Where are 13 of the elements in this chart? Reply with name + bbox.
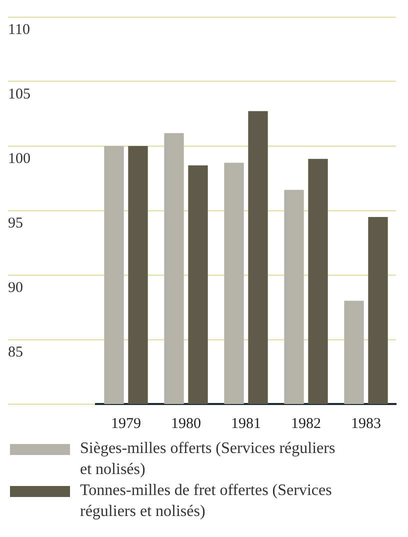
y-tick-label: 110 [8,22,30,38]
y-tick-label: 105 [8,86,30,102]
x-tick-label: 1981 [231,416,261,432]
x-tick-label: 1979 [111,416,141,432]
x-tick-label: 1982 [291,416,321,432]
y-tick-label: 95 [8,215,23,232]
y-tick-label: 90 [8,280,23,296]
x-tick-label: 1983 [351,416,381,432]
x-tick-label: 1980 [171,416,201,432]
legend-label: Tonnes-milles de fret offertes (Services réguliers et nolisés) [80,481,333,522]
y-tick-label: 85 [8,344,23,360]
y-tick-label: 100 [8,150,30,167]
legend-label: Sièges-milles offerts (Services réguliers et nolisés) [80,439,336,480]
